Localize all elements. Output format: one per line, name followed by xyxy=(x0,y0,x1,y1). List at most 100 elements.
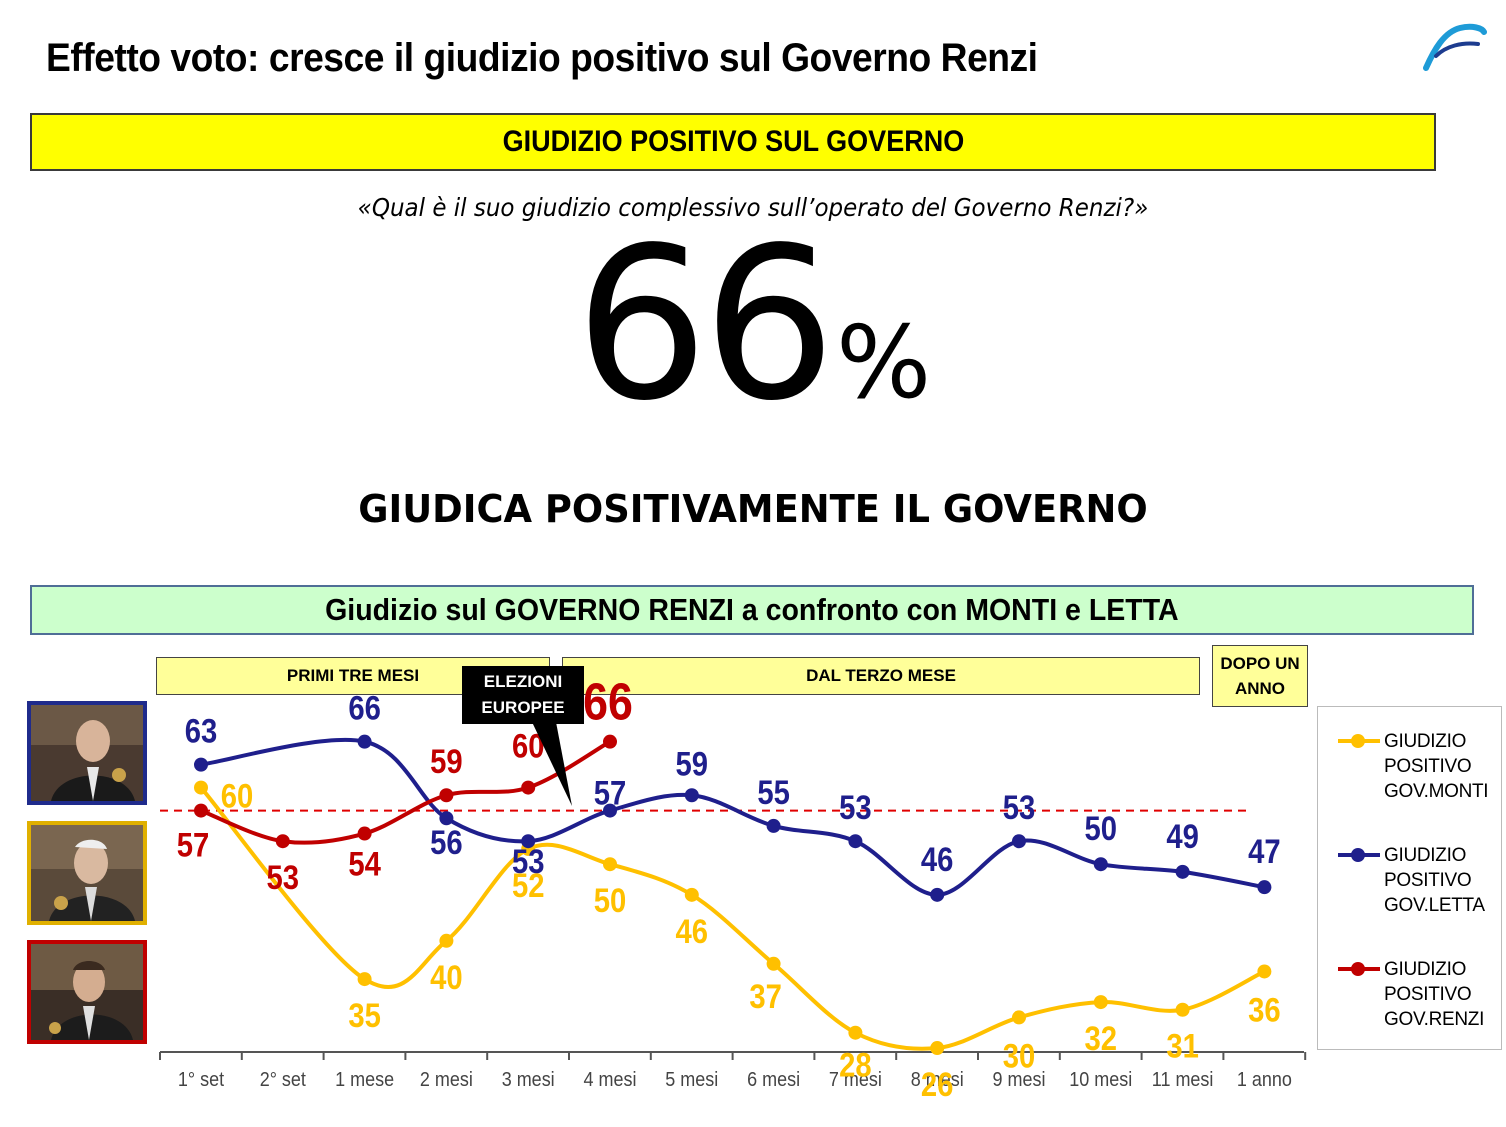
legend-text-letta-3: GOV.LETTA xyxy=(1384,895,1485,916)
legend-text-monti-3: GOV.MONTI xyxy=(1384,781,1489,802)
legend-item-letta: GIUDIZIO POSITIVO GOV.LETTA xyxy=(1338,843,1498,927)
point-giudizio-positivo-gov-letta xyxy=(603,803,617,818)
data-label-giudizio-positivo-gov-renzi: 57 xyxy=(177,825,210,864)
phase3-line1: DOPO UN xyxy=(1220,654,1300,673)
point-giudizio-positivo-gov-monti xyxy=(439,933,454,948)
point-giudizio-positivo-gov-letta xyxy=(439,811,454,826)
callout-layer xyxy=(532,722,572,806)
legend-marker-renzi xyxy=(1351,962,1365,976)
legend-text-letta-1: GIUDIZIO xyxy=(1384,845,1467,866)
point-giudizio-positivo-gov-monti xyxy=(603,857,617,872)
elections-callout-pointer xyxy=(532,722,572,806)
section-header-positive-judgement: GIUDIZIO POSITIVO SUL GOVERNO xyxy=(30,113,1436,171)
point-giudizio-positivo-gov-letta xyxy=(357,734,372,749)
data-label-giudizio-positivo-gov-monti: 35 xyxy=(348,996,381,1035)
point-giudizio-positivo-gov-letta xyxy=(1012,834,1026,849)
chart-section-header-label: Giudizio sul GOVERNO RENZI a confronto c… xyxy=(325,592,1179,627)
data-label-giudizio-positivo-gov-monti: 46 xyxy=(676,912,709,951)
point-giudizio-positivo-gov-monti xyxy=(766,956,781,971)
callout-line2: EUROPEE xyxy=(481,698,565,717)
headline-percent-sign: % xyxy=(836,304,932,421)
legend-item-monti: GIUDIZIO POSITIVO GOV.MONTI xyxy=(1338,729,1498,813)
legend-text-letta-2: POSITIVO xyxy=(1384,870,1472,891)
data-label-giudizio-positivo-gov-monti: 30 xyxy=(1003,1036,1036,1075)
headline-number: 66 xyxy=(574,202,836,447)
x-tick-label: 10 mesi xyxy=(1069,1069,1132,1091)
series-layer xyxy=(194,734,1272,1056)
legend-text-renzi-1: GIUDIZIO xyxy=(1384,959,1467,980)
point-giudizio-positivo-gov-renzi xyxy=(439,788,454,803)
headline-caption: GIUDICA POSITIVAMENTE IL GOVERNO xyxy=(358,487,1148,531)
phase-label-from-third-month: DAL TERZO MESE xyxy=(562,657,1200,695)
data-label-giudizio-positivo-gov-letta: 46 xyxy=(921,840,954,879)
point-giudizio-positivo-gov-letta xyxy=(930,887,945,902)
data-label-giudizio-positivo-gov-monti: 28 xyxy=(839,1046,872,1085)
portrait-renzi-photo xyxy=(27,940,147,1044)
point-giudizio-positivo-gov-renzi xyxy=(521,780,536,795)
data-label-giudizio-positivo-gov-letta: 66 xyxy=(348,689,381,728)
point-giudizio-positivo-gov-letta xyxy=(521,834,536,849)
point-giudizio-positivo-gov-renzi xyxy=(603,734,617,749)
point-giudizio-positivo-gov-monti xyxy=(1175,1002,1190,1017)
survey-question: «Qual è il suo giudizio complessivo sull… xyxy=(357,193,1149,222)
data-label-giudizio-positivo-gov-letta: 57 xyxy=(594,773,627,812)
data-label-giudizio-positivo-gov-letta: 50 xyxy=(1085,809,1118,848)
portrait-monti-photo xyxy=(27,821,147,925)
legend-marker-letta xyxy=(1351,848,1365,862)
chart-section-header: Giudizio sul GOVERNO RENZI a confronto c… xyxy=(30,585,1474,635)
legend-marker-monti xyxy=(1351,734,1365,748)
x-tick-label: 11 mesi xyxy=(1152,1069,1214,1091)
x-tick-label: 5 mesi xyxy=(665,1069,718,1091)
point-giudizio-positivo-gov-monti xyxy=(194,780,208,795)
legend-text-monti-1: GIUDIZIO xyxy=(1384,731,1467,752)
point-giudizio-positivo-gov-letta xyxy=(1257,880,1272,895)
x-tick-label: 3 mesi xyxy=(502,1069,555,1091)
data-label-giudizio-positivo-gov-monti: 52 xyxy=(512,866,545,905)
x-tick-label: 1 anno xyxy=(1237,1069,1292,1091)
x-tick-label: 2 mesi xyxy=(420,1069,473,1091)
company-logo xyxy=(1423,23,1487,71)
x-tick-label: 6 mesi xyxy=(747,1069,800,1091)
point-giudizio-positivo-gov-renzi xyxy=(194,803,208,818)
point-giudizio-positivo-gov-monti xyxy=(357,972,372,987)
point-giudizio-positivo-gov-renzi xyxy=(357,826,372,841)
data-label-giudizio-positivo-gov-renzi: 66 xyxy=(583,674,633,732)
data-label-giudizio-positivo-gov-monti: 31 xyxy=(1166,1027,1199,1066)
x-tick-label: 4 mesi xyxy=(584,1069,637,1091)
point-giudizio-positivo-gov-monti xyxy=(1012,1010,1026,1025)
data-label-giudizio-positivo-gov-letta: 53 xyxy=(1003,788,1036,827)
european-elections-callout: ELEZIONI EUROPEE xyxy=(462,666,584,724)
data-label-giudizio-positivo-gov-renzi: 59 xyxy=(430,742,463,781)
point-giudizio-positivo-gov-monti xyxy=(848,1025,863,1040)
x-tick-label: 1° set xyxy=(178,1069,225,1091)
section-header-label: GIUDIZIO POSITIVO SUL GOVERNO xyxy=(502,125,964,158)
data-label-giudizio-positivo-gov-letta: 49 xyxy=(1166,817,1199,856)
data-label-giudizio-positivo-gov-letta: 63 xyxy=(185,712,218,751)
point-giudizio-positivo-gov-monti xyxy=(684,887,699,902)
point-giudizio-positivo-gov-monti xyxy=(1093,995,1108,1010)
data-label-giudizio-positivo-gov-letta: 53 xyxy=(839,788,872,827)
x-tick-label: 2° set xyxy=(260,1069,307,1091)
point-giudizio-positivo-gov-monti xyxy=(1257,964,1272,979)
point-giudizio-positivo-gov-letta xyxy=(766,818,781,833)
chart-legend: GIUDIZIO POSITIVO GOV.MONTI GIUDIZIO POS… xyxy=(1317,706,1502,1050)
callout-line1: ELEZIONI xyxy=(483,672,563,691)
series-line-giudizio-positivo-gov-monti xyxy=(199,785,1267,1051)
legend-text-renzi-3: GOV.RENZI xyxy=(1384,1009,1485,1030)
data-label-giudizio-positivo-gov-letta: 55 xyxy=(757,773,790,812)
phase3-line2: ANNO xyxy=(1234,679,1286,698)
data-label-giudizio-positivo-gov-monti: 60 xyxy=(221,777,254,816)
data-label-giudizio-positivo-gov-renzi: 54 xyxy=(348,844,381,883)
data-label-giudizio-positivo-gov-monti: 26 xyxy=(921,1065,954,1104)
x-tick-label: 8 mesi xyxy=(911,1069,964,1091)
data-label-giudizio-positivo-gov-letta: 56 xyxy=(430,823,463,862)
point-giudizio-positivo-gov-renzi xyxy=(275,834,290,849)
legend-item-renzi: GIUDIZIO POSITIVO GOV.RENZI xyxy=(1338,957,1498,1041)
series-line-giudizio-positivo-gov-renzi xyxy=(199,739,612,845)
point-giudizio-positivo-gov-letta xyxy=(848,834,863,849)
page-title: Effetto voto: cresce il giudizio positiv… xyxy=(46,36,1038,80)
x-tick-label: 7 mesi xyxy=(829,1069,882,1091)
legend-text-renzi-2: POSITIVO xyxy=(1384,984,1472,1005)
data-label-giudizio-positivo-gov-letta: 59 xyxy=(676,744,709,783)
